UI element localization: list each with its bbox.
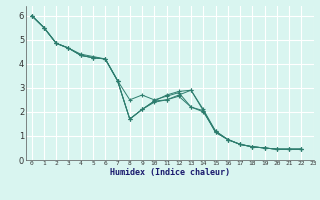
X-axis label: Humidex (Indice chaleur): Humidex (Indice chaleur): [109, 168, 230, 177]
